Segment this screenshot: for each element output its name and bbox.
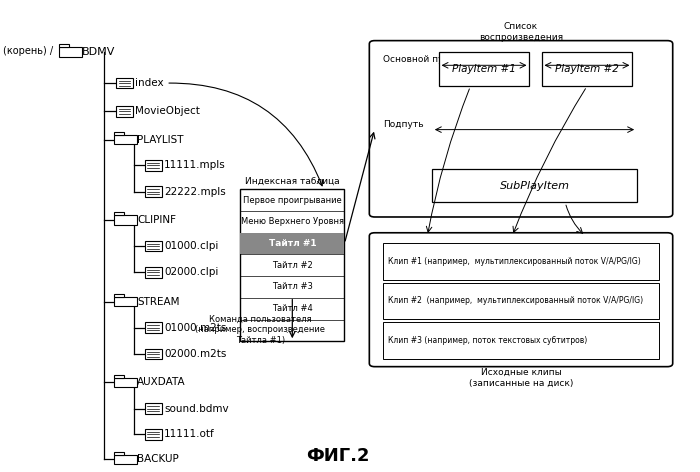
FancyBboxPatch shape bbox=[115, 212, 124, 215]
FancyBboxPatch shape bbox=[370, 233, 673, 367]
Text: PLAYLIST: PLAYLIST bbox=[137, 135, 184, 145]
FancyBboxPatch shape bbox=[383, 283, 659, 320]
Text: BACKUP: BACKUP bbox=[137, 454, 179, 464]
Text: CLIPINF: CLIPINF bbox=[137, 215, 176, 225]
FancyBboxPatch shape bbox=[146, 267, 162, 278]
FancyBboxPatch shape bbox=[115, 294, 124, 297]
Text: Список
воспроизведения: Список воспроизведения bbox=[479, 23, 563, 42]
Text: PlayItem #2: PlayItem #2 bbox=[555, 64, 619, 74]
Text: 22222.mpls: 22222.mpls bbox=[164, 186, 226, 196]
Text: Тайтл #2: Тайтл #2 bbox=[272, 261, 313, 270]
FancyBboxPatch shape bbox=[116, 106, 132, 117]
FancyBboxPatch shape bbox=[116, 78, 132, 88]
Text: BDMV: BDMV bbox=[82, 47, 116, 57]
FancyBboxPatch shape bbox=[370, 41, 673, 217]
Text: . . .: . . . bbox=[286, 326, 299, 335]
FancyBboxPatch shape bbox=[146, 322, 162, 333]
Text: (корень) /: (корень) / bbox=[3, 46, 53, 56]
FancyBboxPatch shape bbox=[146, 241, 162, 252]
FancyBboxPatch shape bbox=[115, 452, 124, 455]
FancyBboxPatch shape bbox=[146, 186, 162, 197]
FancyBboxPatch shape bbox=[432, 169, 637, 202]
Text: Исходные клипы
(записанные на диск): Исходные клипы (записанные на диск) bbox=[469, 368, 573, 388]
FancyBboxPatch shape bbox=[115, 135, 137, 144]
Text: Подпуть: Подпуть bbox=[383, 120, 424, 129]
FancyBboxPatch shape bbox=[383, 243, 659, 280]
FancyBboxPatch shape bbox=[439, 52, 529, 86]
FancyBboxPatch shape bbox=[60, 44, 69, 47]
Text: 02000.m2ts: 02000.m2ts bbox=[164, 349, 227, 359]
FancyBboxPatch shape bbox=[115, 297, 137, 306]
Text: PlayItem #1: PlayItem #1 bbox=[452, 64, 516, 74]
FancyBboxPatch shape bbox=[383, 322, 659, 359]
FancyBboxPatch shape bbox=[146, 429, 162, 439]
Text: sound.bdmv: sound.bdmv bbox=[164, 404, 229, 414]
Text: Тайтл #1: Тайтл #1 bbox=[269, 239, 316, 248]
Text: 11111.otf: 11111.otf bbox=[164, 429, 215, 439]
Text: index: index bbox=[135, 78, 164, 88]
Text: Клип #3 (например, поток текстовых субтитров): Клип #3 (например, поток текстовых субти… bbox=[389, 336, 587, 345]
FancyBboxPatch shape bbox=[115, 378, 137, 387]
Text: AUXDATA: AUXDATA bbox=[137, 378, 186, 388]
Text: Клип #1 (например,  мультиплексированный поток V/A/PG/IG): Клип #1 (например, мультиплексированный … bbox=[389, 257, 641, 266]
Text: STREAM: STREAM bbox=[137, 296, 180, 306]
Text: Основной путь: Основной путь bbox=[383, 55, 454, 64]
Text: Команда пользователя
(например, воспроизведение
Тайтла #1): Команда пользователя (например, воспроиз… bbox=[195, 315, 326, 345]
Text: SubPlayItem: SubPlayItem bbox=[500, 181, 570, 191]
FancyBboxPatch shape bbox=[146, 404, 162, 414]
Text: MovieObject: MovieObject bbox=[135, 106, 200, 117]
Text: ФИГ.2: ФИГ.2 bbox=[306, 447, 370, 464]
FancyBboxPatch shape bbox=[240, 189, 344, 341]
FancyBboxPatch shape bbox=[115, 132, 124, 135]
Text: 01000.clpi: 01000.clpi bbox=[164, 241, 218, 251]
Text: Меню Верхнего Уровня: Меню Верхнего Уровня bbox=[241, 218, 344, 227]
FancyBboxPatch shape bbox=[146, 349, 162, 360]
Text: 02000.clpi: 02000.clpi bbox=[164, 268, 218, 278]
FancyBboxPatch shape bbox=[60, 47, 82, 57]
FancyBboxPatch shape bbox=[146, 160, 162, 170]
Text: 01000.m2ts: 01000.m2ts bbox=[164, 323, 227, 333]
FancyBboxPatch shape bbox=[240, 233, 344, 254]
Text: Клип #2  (например,  мультиплексированный поток V/A/PG/IG): Клип #2 (например, мультиплексированный … bbox=[389, 296, 643, 305]
Text: Тайтл #4: Тайтл #4 bbox=[272, 304, 313, 313]
Text: 11111.mpls: 11111.mpls bbox=[164, 160, 226, 170]
FancyBboxPatch shape bbox=[115, 455, 137, 464]
Text: Тайтл #3: Тайтл #3 bbox=[272, 283, 313, 292]
FancyBboxPatch shape bbox=[115, 215, 137, 225]
Text: Индексная таблица: Индексная таблица bbox=[245, 177, 340, 186]
FancyBboxPatch shape bbox=[115, 375, 124, 378]
Text: Первое проигрывание: Первое проигрывание bbox=[243, 196, 342, 205]
FancyBboxPatch shape bbox=[542, 52, 632, 86]
